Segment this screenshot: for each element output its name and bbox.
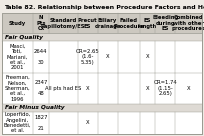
Text: X: X	[86, 120, 89, 125]
Text: 1827

21: 1827 21	[34, 115, 48, 131]
Text: Freeman,
Nelson,
Sherman,
et al.,
1996: Freeman, Nelson, Sherman, et al., 1996	[5, 75, 30, 102]
Text: X: X	[106, 54, 109, 59]
Text: Precut
ES: Precut ES	[78, 18, 97, 29]
Text: Study: Study	[9, 21, 26, 26]
Text: ES
length: ES length	[138, 18, 157, 29]
Bar	[2, 13, 202, 134]
Bar	[2, 33, 202, 41]
Bar	[2, 104, 202, 112]
Text: Combined
with other
procedures: Combined with other procedures	[172, 15, 204, 31]
Bar	[2, 13, 202, 33]
Text: OR=2.65
(1.6-
5.35): OR=2.65 (1.6- 5.35)	[76, 49, 99, 65]
Text: Table 82. Relationship between Procedure Factors and Hemorrhage.: Table 82. Relationship between Procedure…	[4, 4, 204, 10]
Text: Fair Quality: Fair Quality	[5, 35, 43, 40]
Text: 2347

48: 2347 48	[34, 80, 48, 96]
Text: Fair Minus Quality: Fair Minus Quality	[5, 105, 65, 110]
Text: Failed
Procedure: Failed Procedure	[113, 18, 144, 29]
Text: Bleeding
during
ES: Bleeding during ES	[152, 15, 178, 31]
Text: 2644

30: 2644 30	[34, 49, 48, 65]
Text: OR=1.74
(1.15-
2.65): OR=1.74 (1.15- 2.65)	[153, 80, 177, 96]
Text: Standard
Papillotomy/ES: Standard Papillotomy/ES	[41, 18, 85, 29]
Text: All pts had ES: All pts had ES	[45, 86, 81, 91]
Text: N
Pts
Cx: N Pts Cx	[36, 15, 46, 31]
Bar	[2, 13, 202, 134]
Text: X: X	[187, 86, 191, 91]
Text: Biliary
drainage: Biliary drainage	[94, 18, 121, 29]
Text: Masci,
Toti,
Mariani,
et al.,
2001: Masci, Toti, Mariani, et al., 2001	[7, 44, 28, 70]
Text: X: X	[146, 54, 149, 59]
Text: X: X	[86, 86, 89, 91]
Text: X: X	[146, 86, 149, 91]
Text: Loperfido,
Angelini,
Benedetti,
et al.: Loperfido, Angelini, Benedetti, et al.	[4, 112, 31, 133]
